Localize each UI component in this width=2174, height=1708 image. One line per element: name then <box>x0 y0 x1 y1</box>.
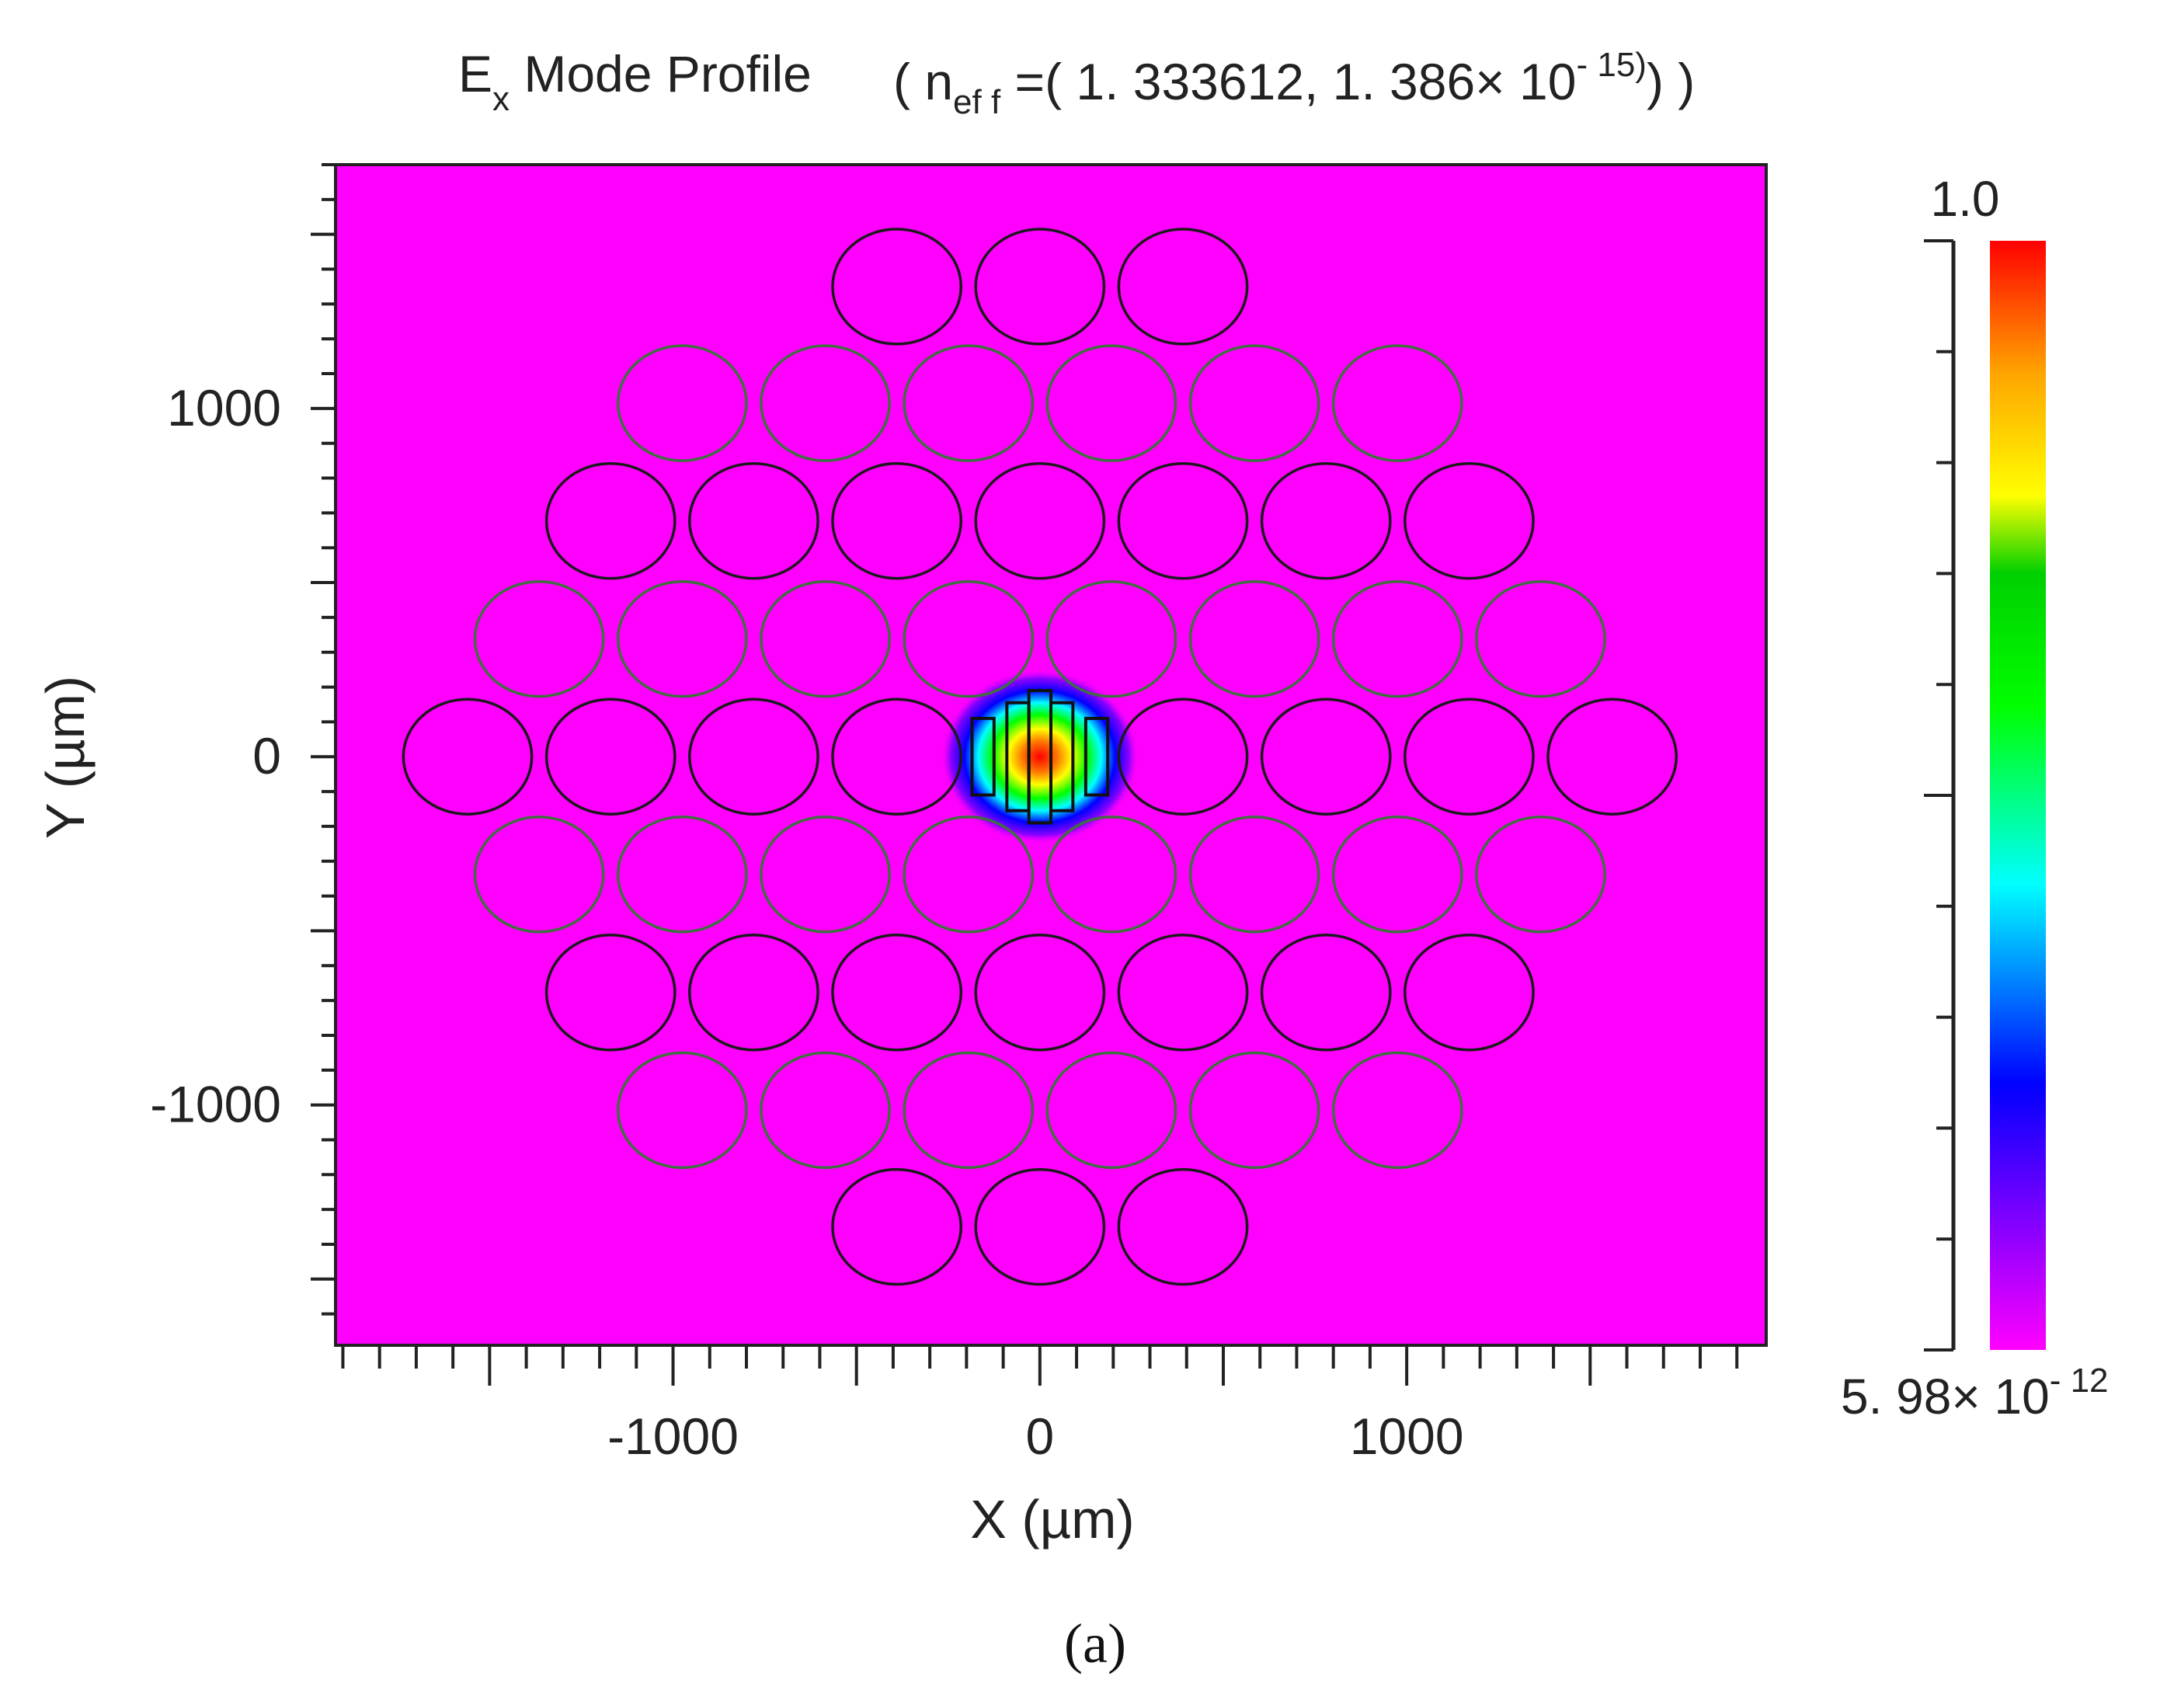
cladding-hole <box>1260 461 1392 580</box>
cladding-hole <box>1188 579 1320 698</box>
cladding-hole <box>974 1167 1106 1286</box>
cladding-hole <box>402 697 534 816</box>
cladding-hole <box>903 816 1035 934</box>
cladding-hole <box>760 1051 891 1170</box>
cladding-hole <box>616 816 748 934</box>
cladding-hole <box>760 344 891 462</box>
x-ticks: -1000 0 1000 <box>341 1345 1739 1465</box>
cladding-hole <box>1475 579 1606 698</box>
cladding-hole <box>544 934 677 1052</box>
title-neff-sub: ef f <box>953 83 1001 121</box>
plot-area: -1000 0 1000 1000 0 -1000 <box>150 163 1768 1465</box>
cladding-hole <box>1117 461 1249 580</box>
cladding-hole <box>1260 697 1392 816</box>
cladding-hole <box>688 934 819 1052</box>
cladding-hole <box>616 344 748 462</box>
cladding-hole <box>1188 816 1320 934</box>
cladding-hole <box>1260 934 1392 1052</box>
cladding-hole <box>1331 344 1463 462</box>
cladding-hole <box>544 461 677 580</box>
y-axis-label: Y (µm) <box>35 676 96 839</box>
cladding-hole <box>688 697 819 816</box>
cladding-hole <box>831 1167 963 1286</box>
title-neff: ( nef f =( 1. 333612, 1. 386× 10- 15)) ) <box>893 46 1695 121</box>
cladding-hole <box>831 461 963 580</box>
cladding-hole <box>831 934 963 1052</box>
cladding-hole <box>1475 816 1606 934</box>
y-tick-label: 0 <box>252 727 281 784</box>
cladding-hole <box>1404 934 1535 1052</box>
cladding-hole <box>974 934 1106 1052</box>
colorbar-gradient <box>1990 241 2046 1350</box>
cladding-hole <box>616 1051 748 1170</box>
cladding-hole <box>1045 579 1177 698</box>
plot-frame <box>334 163 1768 1347</box>
cladding-hole <box>760 816 891 934</box>
cladding-hole <box>1117 228 1249 346</box>
cladding-hole <box>831 697 963 816</box>
cladding-hole <box>1331 1051 1463 1170</box>
cladding-hole <box>974 461 1106 580</box>
cladding-hole <box>616 579 748 698</box>
cladding-holes-layer <box>402 228 1678 1286</box>
title-prefix-sub: x <box>492 80 510 118</box>
core-slot <box>1049 701 1075 812</box>
title-prefix: E <box>458 45 492 103</box>
cladding-hole <box>974 228 1106 346</box>
cladding-hole <box>1188 344 1320 462</box>
cladding-hole <box>1117 1167 1249 1286</box>
mode-field <box>941 670 1139 844</box>
cladding-hole <box>760 579 891 698</box>
x-tick-label: 0 <box>1025 1407 1054 1465</box>
cladding-hole <box>903 579 1035 698</box>
core-slots-layer <box>970 689 1110 825</box>
cladding-hole <box>1045 344 1177 462</box>
y-tick-label: 1000 <box>167 379 281 437</box>
x-axis-label: X (µm) <box>970 1489 1134 1550</box>
mode-field-layer <box>941 670 1139 844</box>
y-tick-label: -1000 <box>150 1076 281 1133</box>
cladding-hole <box>1546 697 1678 816</box>
cladding-hole <box>1117 697 1249 816</box>
core-slot <box>1084 716 1110 797</box>
cladding-hole <box>544 697 677 816</box>
title-neff-body: =( 1. 333612, 1. 386× 10 <box>1000 53 1576 110</box>
chart-title: Ex Mode Profile <box>458 45 812 118</box>
cladding-hole <box>473 579 605 698</box>
title-main: Mode Profile <box>510 45 812 103</box>
cladding-hole <box>1331 816 1463 934</box>
y-ticks: 1000 0 -1000 <box>150 163 336 1316</box>
title-neff-close: ) ) <box>1647 53 1695 110</box>
x-tick-label: -1000 <box>607 1407 739 1465</box>
panel-label: (a) <box>1064 1612 1126 1675</box>
colorbar-min-label: 5. 98× 10- 12 <box>1841 1362 2109 1424</box>
cladding-hole <box>688 461 819 580</box>
cladding-hole <box>1045 816 1177 934</box>
cladding-hole <box>1404 461 1535 580</box>
cladding-hole <box>903 1051 1035 1170</box>
title-neff-sup: - 15) <box>1576 46 1646 84</box>
colorbar: 1.0 5. 98× 10- 12 <box>1841 171 2109 1424</box>
cladding-hole <box>473 816 605 934</box>
colorbar-min-sup: - 12 <box>2050 1362 2109 1400</box>
cladding-hole <box>903 344 1035 462</box>
title-neff-open: ( n <box>893 53 953 110</box>
cladding-hole <box>1045 1051 1177 1170</box>
colorbar-max-label: 1.0 <box>1931 171 2000 227</box>
colorbar-min-base: 5. 98× 10 <box>1841 1369 2050 1424</box>
cladding-hole <box>1331 579 1463 698</box>
cladding-hole <box>1188 1051 1320 1170</box>
cladding-hole <box>831 228 963 346</box>
core-slot <box>970 716 996 797</box>
cladding-hole <box>1117 934 1249 1052</box>
x-tick-label: 1000 <box>1350 1407 1464 1465</box>
cladding-hole <box>1404 697 1535 816</box>
colorbar-ticks <box>1924 239 1953 1351</box>
